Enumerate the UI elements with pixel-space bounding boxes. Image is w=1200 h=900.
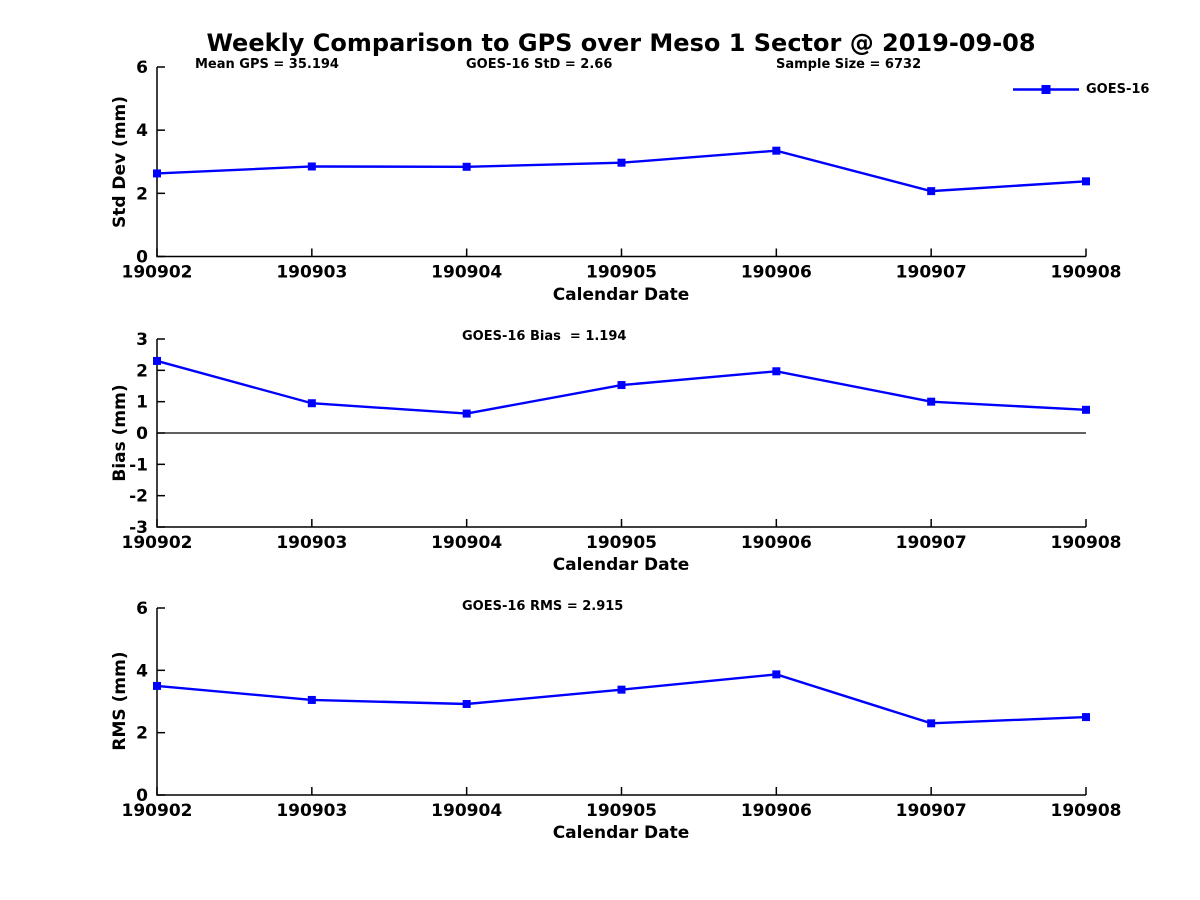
- x-tick-label: 190904: [431, 801, 502, 821]
- data-point-marker: [307, 695, 316, 704]
- x-tick-label: 190907: [896, 533, 967, 553]
- x-tick-label: 190903: [276, 801, 347, 821]
- data-point-marker: [307, 399, 316, 408]
- y-tick-label: 0: [136, 424, 148, 444]
- data-point-marker: [462, 409, 471, 418]
- y-tick-label: 3: [136, 330, 148, 350]
- data-point-marker: [617, 685, 626, 694]
- data-point-marker: [617, 158, 626, 167]
- y-tick-label: 0: [136, 248, 148, 268]
- xlabel-calendar-date-middle: Calendar Date: [552, 555, 690, 575]
- xlabel-calendar-date-bottom: Calendar Date: [552, 823, 690, 843]
- axis-2: [156, 608, 1086, 796]
- data-point-marker: [927, 719, 936, 728]
- legend: GOES-16: [1013, 82, 1149, 97]
- x-tick-label: 190905: [586, 533, 657, 553]
- data-point-marker: [772, 146, 781, 155]
- x-tick-label: 190904: [431, 533, 502, 553]
- y-tick-label: 6: [136, 599, 148, 619]
- y-tick-label: -1: [129, 455, 148, 475]
- x-tick-label: 190908: [1051, 801, 1122, 821]
- data-point-marker: [1082, 405, 1090, 414]
- x-tick-label: 190902: [122, 263, 193, 283]
- y-tick-label: 1: [136, 393, 148, 413]
- x-tick-label: 190906: [741, 801, 812, 821]
- annotation-goes16-rms: GOES-16 RMS = 2.915: [462, 599, 624, 614]
- y-tick-label: -2: [129, 487, 148, 507]
- data-point-marker: [153, 681, 161, 690]
- y-tick-label: 2: [136, 724, 148, 744]
- x-tick-label: 190906: [741, 263, 812, 283]
- data-point-marker: [462, 162, 471, 171]
- annotation-goes16-bias: GOES-16 Bias = 1.194: [462, 329, 627, 344]
- y-tick-label: 2: [136, 184, 148, 204]
- x-tick-label: 190905: [586, 263, 657, 283]
- data-point-marker: [927, 397, 936, 406]
- ylabel-std-dev: Std Dev (mm): [110, 95, 130, 229]
- legend-label: GOES-16: [1086, 82, 1150, 97]
- x-tick-label: 190908: [1051, 263, 1122, 283]
- ylabel-bias: Bias (mm): [110, 384, 130, 482]
- data-point-marker: [153, 169, 161, 178]
- x-tick-label: 190906: [741, 533, 812, 553]
- data-point-marker: [307, 162, 316, 171]
- x-tick-label: 190902: [122, 801, 193, 821]
- data-point-marker: [927, 187, 936, 196]
- series-line-goes-16: [156, 149, 1087, 193]
- annotation-goes16-std: GOES-16 StD = 2.66: [466, 57, 613, 72]
- x-tick-label: 190903: [276, 263, 347, 283]
- x-tick-label: 190902: [122, 533, 193, 553]
- y-tick-label: 4: [136, 121, 148, 141]
- y-tick-label: 0: [136, 786, 148, 806]
- data-point-marker: [772, 367, 781, 376]
- page-title: Weekly Comparison to GPS over Meso 1 Sec…: [206, 29, 1036, 57]
- legend-line-marker-icon: [1013, 85, 1079, 94]
- data-point-marker: [772, 670, 781, 679]
- series-line-goes-16: [156, 673, 1087, 725]
- y-tick-label: 2: [136, 361, 148, 381]
- data-point-marker: [617, 381, 626, 390]
- xlabel-calendar-date-top: Calendar Date: [552, 285, 690, 305]
- data-point-marker: [1082, 713, 1090, 722]
- x-tick-label: 190904: [431, 263, 502, 283]
- annotation-sample-size: Sample Size = 6732: [776, 57, 922, 72]
- y-tick-label: -3: [129, 518, 148, 538]
- x-tick-label: 190907: [896, 263, 967, 283]
- data-point-marker: [1082, 177, 1090, 186]
- annotation-mean-gps: Mean GPS = 35.194: [195, 57, 339, 72]
- y-tick-label: 6: [136, 58, 148, 78]
- x-tick-label: 190903: [276, 533, 347, 553]
- x-tick-label: 190907: [896, 801, 967, 821]
- ylabel-rms: RMS (mm): [110, 651, 130, 751]
- data-point-marker: [462, 699, 471, 708]
- y-tick-label: 4: [136, 661, 148, 681]
- x-tick-label: 190905: [586, 801, 657, 821]
- x-tick-label: 190908: [1051, 533, 1122, 553]
- data-point-marker: [153, 356, 161, 365]
